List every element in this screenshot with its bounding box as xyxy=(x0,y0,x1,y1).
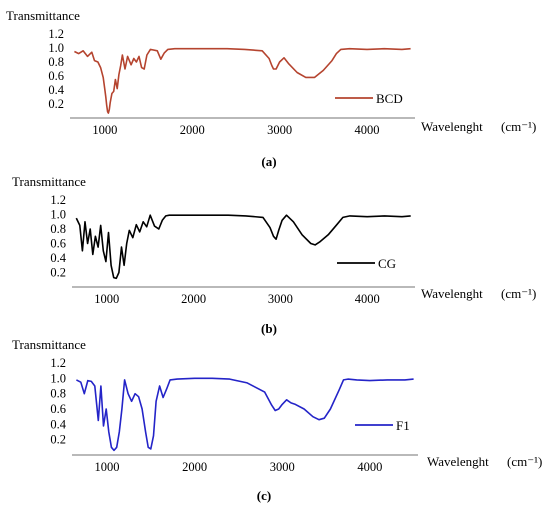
y-tick-label: 1.0 xyxy=(48,41,64,55)
legend-label: F1 xyxy=(396,418,410,433)
x-tick-label: 4000 xyxy=(357,460,382,474)
series-line-f1 xyxy=(76,377,414,452)
x-tick-label: 3000 xyxy=(270,460,295,474)
y-tick-label: 0.8 xyxy=(50,387,66,401)
y-tick-label: 1.0 xyxy=(50,208,66,222)
y-tick-label: 0.4 xyxy=(50,251,66,265)
series-line-cg xyxy=(75,214,411,280)
y-tick-label: 0.2 xyxy=(48,97,64,111)
y-tick-label: 0.4 xyxy=(48,83,64,97)
y-axis-title: Transmittance xyxy=(12,337,86,352)
y-tick-label: 1.2 xyxy=(50,356,66,370)
x-axis-unit: (cm⁻¹) xyxy=(501,286,536,301)
legend-label: BCD xyxy=(376,91,403,106)
x-axis-unit: (cm⁻¹) xyxy=(501,119,536,134)
y-tick-label: 0.2 xyxy=(50,266,66,280)
x-tick-label: 1000 xyxy=(95,460,120,474)
series-line-bcd xyxy=(74,47,411,114)
panel-label: (c) xyxy=(257,488,271,503)
y-tick-label: 0.6 xyxy=(48,69,64,83)
y-tick-label: 0.4 xyxy=(50,417,66,431)
x-tick-label: 4000 xyxy=(354,123,379,137)
x-tick-label: 2000 xyxy=(182,460,207,474)
y-tick-label: 0.8 xyxy=(48,55,64,69)
y-tick-label: 1.0 xyxy=(50,371,66,385)
x-tick-label: 2000 xyxy=(181,292,206,306)
y-tick-label: 1.2 xyxy=(50,193,66,207)
x-tick-label: 4000 xyxy=(355,292,380,306)
x-tick-label: 1000 xyxy=(92,123,117,137)
y-tick-label: 1.2 xyxy=(48,27,64,41)
x-axis-unit: (cm⁻¹) xyxy=(507,454,542,469)
y-axis-title: Transmittance xyxy=(6,8,80,23)
x-tick-label: 1000 xyxy=(94,292,119,306)
legend-label: CG xyxy=(378,256,396,271)
x-tick-label: 3000 xyxy=(267,123,292,137)
y-tick-label: 0.2 xyxy=(50,433,66,447)
x-axis-title: Wavelenght xyxy=(421,286,483,301)
x-tick-label: 2000 xyxy=(180,123,205,137)
x-axis-title: Wavelenght xyxy=(421,119,483,134)
y-tick-label: 0.6 xyxy=(50,402,66,416)
x-tick-label: 3000 xyxy=(268,292,293,306)
x-axis-title: Wavelenght xyxy=(427,454,489,469)
panel-label: (a) xyxy=(261,154,276,169)
y-tick-label: 0.8 xyxy=(50,222,66,236)
y-tick-label: 0.6 xyxy=(50,237,66,251)
y-axis-title: Transmittance xyxy=(12,174,86,189)
panel-label: (b) xyxy=(261,321,277,336)
